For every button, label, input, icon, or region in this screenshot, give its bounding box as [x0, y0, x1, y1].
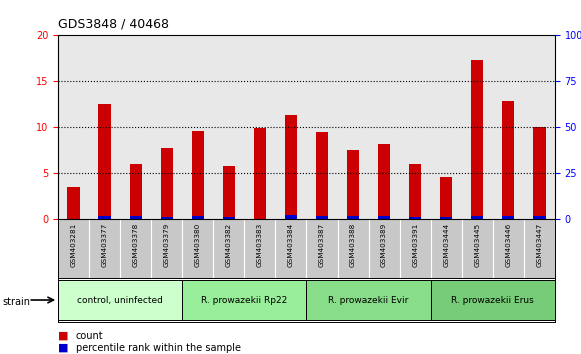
- Text: GSM403445: GSM403445: [474, 222, 480, 267]
- Text: GSM403391: GSM403391: [412, 222, 418, 267]
- Text: count: count: [76, 331, 103, 341]
- Text: GSM403378: GSM403378: [132, 222, 139, 267]
- Bar: [440, 217, 453, 219]
- Text: GSM403383: GSM403383: [257, 222, 263, 267]
- Bar: [378, 216, 390, 219]
- Bar: [130, 216, 142, 219]
- Text: GSM403389: GSM403389: [381, 222, 387, 267]
- Text: strain: strain: [3, 297, 31, 307]
- Bar: [160, 217, 173, 219]
- Bar: [67, 187, 80, 219]
- Bar: [223, 217, 235, 219]
- Bar: [316, 132, 328, 219]
- Bar: [160, 148, 173, 219]
- Bar: [192, 216, 204, 219]
- Bar: [223, 166, 235, 219]
- Text: GSM403447: GSM403447: [536, 222, 542, 267]
- Bar: [440, 177, 453, 219]
- Bar: [285, 115, 297, 219]
- Text: GSM403384: GSM403384: [288, 222, 294, 267]
- Bar: [192, 131, 204, 219]
- Text: GSM403379: GSM403379: [164, 222, 170, 267]
- Text: GDS3848 / 40468: GDS3848 / 40468: [58, 17, 169, 30]
- Text: control, uninfected: control, uninfected: [77, 296, 163, 304]
- Bar: [409, 164, 421, 219]
- Text: ■: ■: [58, 331, 69, 341]
- Text: GSM403281: GSM403281: [71, 222, 77, 267]
- Text: GSM403387: GSM403387: [319, 222, 325, 267]
- Bar: [502, 216, 515, 219]
- Bar: [471, 60, 483, 219]
- Bar: [502, 101, 515, 219]
- Bar: [58, 280, 182, 320]
- Bar: [182, 280, 307, 320]
- Bar: [431, 280, 555, 320]
- Bar: [533, 216, 546, 219]
- Bar: [98, 103, 111, 219]
- Text: R. prowazekii Evir: R. prowazekii Evir: [328, 296, 409, 304]
- Bar: [254, 218, 266, 219]
- Text: R. prowazekii Erus: R. prowazekii Erus: [451, 296, 534, 304]
- Bar: [409, 217, 421, 219]
- Text: ■: ■: [58, 343, 69, 353]
- Bar: [254, 129, 266, 219]
- Text: GSM403377: GSM403377: [102, 222, 107, 267]
- Bar: [533, 127, 546, 219]
- Text: GSM403380: GSM403380: [195, 222, 201, 267]
- Bar: [285, 215, 297, 219]
- Bar: [98, 216, 111, 219]
- Text: percentile rank within the sample: percentile rank within the sample: [76, 343, 241, 353]
- Bar: [130, 164, 142, 219]
- Text: GSM403444: GSM403444: [443, 222, 449, 267]
- Bar: [316, 216, 328, 219]
- Text: GSM403382: GSM403382: [226, 222, 232, 267]
- Bar: [347, 149, 359, 219]
- Bar: [347, 216, 359, 219]
- Bar: [378, 144, 390, 219]
- Text: GSM403446: GSM403446: [505, 222, 511, 267]
- Text: R. prowazekii Rp22: R. prowazekii Rp22: [201, 296, 288, 304]
- Bar: [471, 216, 483, 219]
- Bar: [307, 280, 431, 320]
- Text: GSM403388: GSM403388: [350, 222, 356, 267]
